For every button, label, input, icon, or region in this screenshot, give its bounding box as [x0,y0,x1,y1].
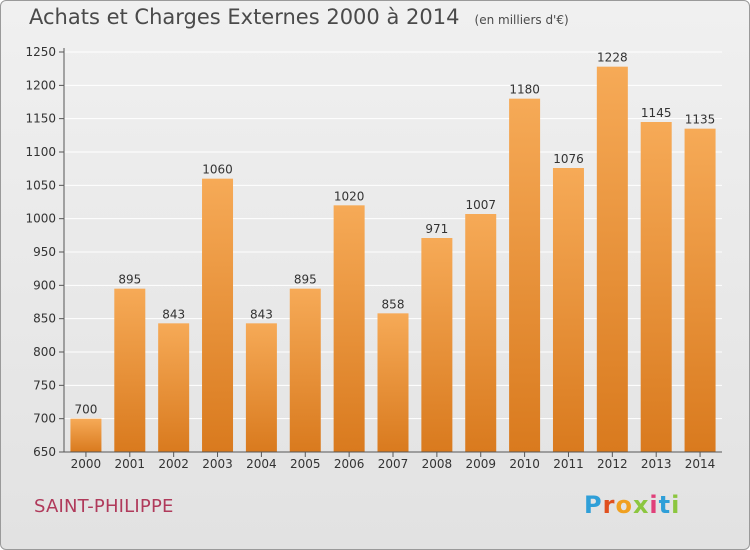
proxiti-logo: Proxiti [584,491,680,519]
x-tick-label: 2009 [465,457,496,471]
y-tick-label: 750 [33,378,56,392]
bar-2012 [596,66,628,453]
x-tick-label: 2011 [553,457,584,471]
value-label: 1145 [641,106,672,120]
y-tick-label: 1150 [25,112,56,126]
x-tick-label: 2014 [685,457,716,471]
bar-2004 [245,323,277,452]
bar-2014 [684,128,716,452]
logo-letter: o [615,491,633,519]
logo-letter: P [584,491,603,519]
x-tick-label: 2008 [422,457,453,471]
y-tick-label: 1100 [25,145,56,159]
x-tick-label: 2002 [158,457,189,471]
logo-letter: r [602,491,616,519]
value-label: 1076 [553,152,584,166]
bar-2003 [202,178,234,452]
logo-letter: t [658,491,672,519]
bar-2013 [640,122,672,452]
value-label: 700 [74,403,97,417]
x-tick-label: 2000 [71,457,102,471]
value-label: 1180 [509,83,540,97]
y-tick-label: 950 [33,245,56,259]
x-tick-label: 2005 [290,457,321,471]
bar-2011 [552,168,584,452]
x-tick-label: 2001 [115,457,146,471]
bar-2002 [158,323,190,452]
y-tick-label: 1250 [25,45,56,59]
value-label: 971 [425,222,448,236]
bar-2010 [509,98,541,453]
y-tick-label: 650 [33,445,56,459]
location-label: SAINT-PHILIPPE [34,496,174,517]
value-label: 895 [118,273,141,287]
value-label: 895 [294,273,317,287]
bar-2000 [70,418,102,452]
value-label: 1135 [685,113,716,127]
x-tick-label: 2003 [202,457,233,471]
y-tick-label: 850 [33,312,56,326]
value-label: 843 [162,307,185,321]
bars: 700 895 843 1060 843 895 1020 858 971 1007 1180 107… [70,51,716,453]
bar-2001 [114,288,146,452]
y-tick-label: 1050 [25,178,56,192]
x-tick-label: 2006 [334,457,365,471]
y-tick-label: 900 [33,278,56,292]
y-tick-label: 800 [33,345,56,359]
bar-2009 [465,214,497,452]
chart-header: Achats et Charges Externes 2000 à 2014 (… [29,5,569,29]
bar-2006 [333,205,365,452]
axes: 650 700 750 800 850 900 950 1000 1050 1100 1150 120… [25,45,722,471]
value-label: 1060 [202,163,233,177]
value-label: 1020 [334,189,365,203]
logo-letter: i [671,491,681,519]
value-label: 858 [382,297,405,311]
y-tick-label: 1200 [25,78,56,92]
logo-letter: i [649,491,659,519]
value-label: 843 [250,307,273,321]
value-label: 1228 [597,51,628,65]
x-tick-label: 2013 [641,457,672,471]
logo-letter: x [632,491,650,519]
x-tick-label: 2007 [378,457,409,471]
chart-subtitle: (en milliers d'€) [474,13,569,27]
bar-2005 [289,288,321,452]
chart-title: Achats et Charges Externes 2000 à 2014 [29,5,460,29]
x-tick-label: 2012 [597,457,628,471]
y-tick-label: 1000 [25,212,56,226]
x-tick-label: 2010 [509,457,540,471]
bar-2007 [377,313,409,452]
value-label: 1007 [465,198,496,212]
bar-2008 [421,238,453,452]
x-tick-label: 2004 [246,457,277,471]
y-tick-label: 700 [33,412,56,426]
